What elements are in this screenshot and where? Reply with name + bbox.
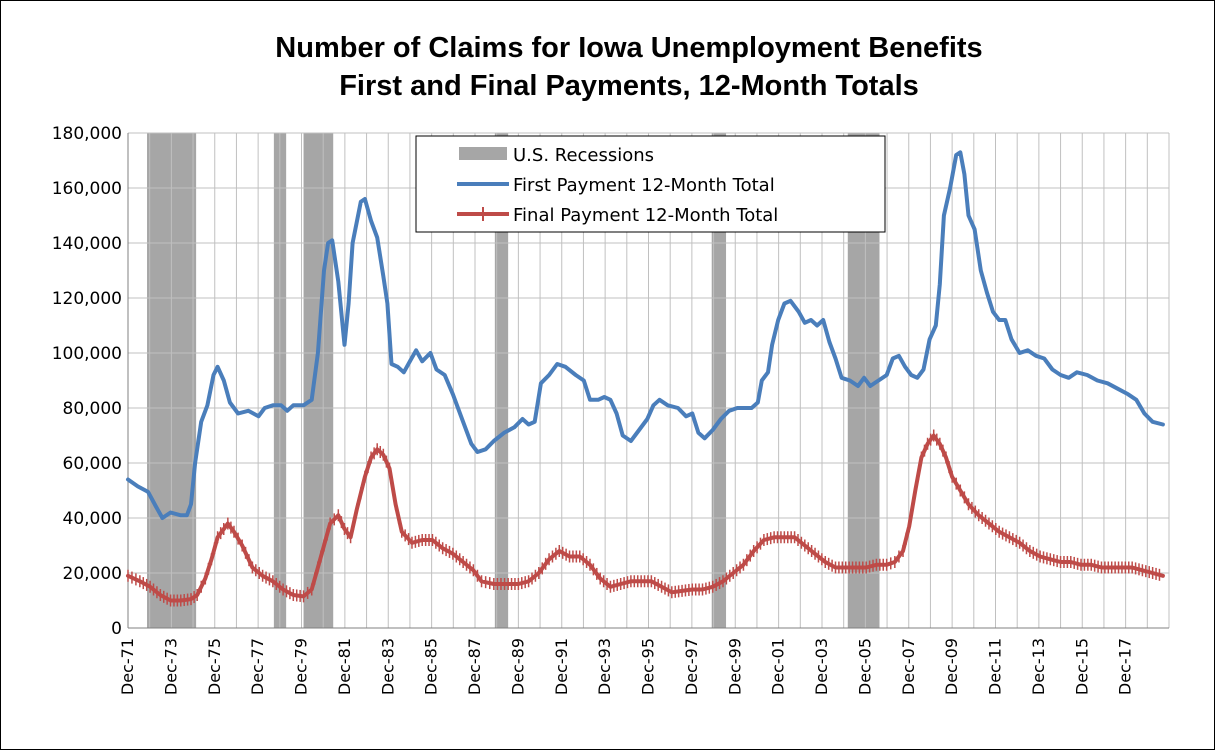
y-tick-label: 80,000 [63, 399, 122, 419]
x-tick-label: Dec-99 [725, 638, 744, 695]
y-tick-label: 20,000 [63, 564, 122, 584]
y-tick-labels: 0 20,000 40,000 60,000 80,000 100,000 120,000 1… [52, 124, 122, 639]
x-tick-label: Dec-93 [595, 638, 614, 695]
y-tick-label: 40,000 [63, 509, 122, 529]
legend-swatch-recessions [459, 147, 507, 160]
x-tick-label: Dec-85 [422, 638, 441, 695]
y-tick-label: 0 [111, 619, 122, 639]
x-tick-label: Dec-11 [986, 638, 1005, 695]
y-tick-label: 180,000 [52, 124, 122, 144]
x-tick-label: Dec-71 [118, 638, 137, 695]
x-tick-label: Dec-15 [1072, 638, 1091, 695]
recession-band-4 [494, 133, 509, 628]
x-tick-label: Dec-03 [812, 638, 831, 695]
series-line-first-payment [126, 150, 1165, 520]
recession-band-3 [303, 133, 334, 628]
x-tick-label: Dec-79 [292, 638, 311, 695]
x-tick-label: Dec-95 [639, 638, 658, 695]
x-tick-label: Dec-89 [508, 638, 527, 695]
x-tick-label: Dec-07 [899, 638, 918, 695]
x-tick-label: Dec-77 [248, 638, 267, 695]
chart-subtitle: First and Final Payments, 12-Month Total… [339, 70, 919, 102]
x-tick-label: Dec-73 [161, 638, 180, 695]
x-tick-labels: Dec-71 Dec-73 Dec-75 Dec-77 Dec-79 Dec-81 Dec-… [118, 638, 1135, 695]
series-lines [126, 150, 1165, 607]
legend: U.S. Recessions First Payment 12-Month T… [415, 135, 886, 233]
x-tick-label: Dec-91 [552, 638, 571, 695]
legend-label-recessions: U.S. Recessions [513, 145, 654, 166]
x-tick-label: Dec-87 [465, 638, 484, 695]
y-tick-label: 60,000 [63, 454, 122, 474]
x-tick-label: Dec-81 [335, 638, 354, 695]
chart-title: Number of Claims for Iowa Unemployment B… [275, 32, 982, 64]
legend-label-first-payment: First Payment 12-Month Total [513, 175, 775, 196]
x-tick-label: Dec-05 [855, 638, 874, 695]
y-tick-label: 140,000 [52, 234, 122, 254]
x-tick-label: Dec-01 [769, 638, 788, 695]
x-tick-label: Dec-13 [1029, 638, 1048, 695]
y-tick-label: 120,000 [52, 289, 122, 309]
x-tick-label: Dec-97 [682, 638, 701, 695]
axes [127, 133, 1169, 629]
x-tick-label: Dec-75 [205, 638, 224, 695]
x-tick-label: Dec-17 [1116, 638, 1135, 695]
x-tick-label: Dec-09 [942, 638, 961, 695]
y-tick-label: 100,000 [52, 344, 122, 364]
y-tick-label: 160,000 [52, 179, 122, 199]
series-line-final-payment [126, 433, 1165, 603]
legend-label-final-payment: Final Payment 12-Month Total [513, 205, 778, 226]
x-tick-label: Dec-83 [378, 638, 397, 695]
recession-band-5 [711, 133, 727, 628]
